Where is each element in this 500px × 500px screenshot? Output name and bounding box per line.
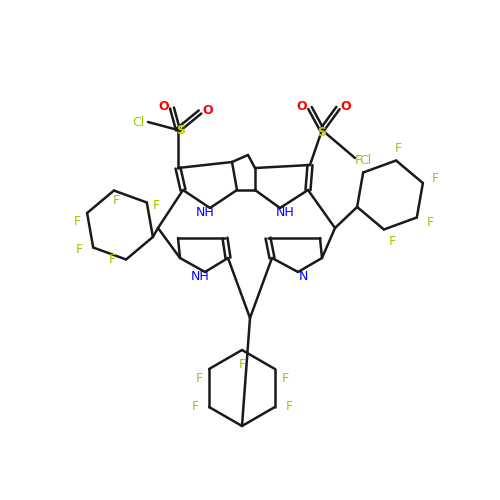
- Text: NH: NH: [196, 206, 214, 220]
- Text: N: N: [298, 270, 308, 283]
- Text: F: F: [108, 253, 116, 266]
- Text: F: F: [76, 243, 83, 256]
- Text: F: F: [394, 142, 402, 155]
- Text: Cl: Cl: [132, 116, 144, 128]
- Text: O: O: [158, 100, 170, 112]
- Text: F: F: [196, 372, 202, 386]
- Text: NH: NH: [276, 206, 294, 220]
- Text: O: O: [296, 100, 308, 112]
- Text: Cl: Cl: [359, 154, 371, 168]
- Text: O: O: [202, 104, 213, 117]
- Text: F: F: [74, 214, 80, 228]
- Text: F: F: [112, 194, 119, 207]
- Text: F: F: [192, 400, 198, 413]
- Text: F: F: [238, 358, 246, 370]
- Text: NH: NH: [190, 270, 210, 283]
- Text: F: F: [388, 235, 396, 248]
- Text: F: F: [432, 172, 438, 184]
- Text: S: S: [318, 126, 326, 140]
- Text: O: O: [340, 100, 351, 112]
- Text: F: F: [282, 372, 288, 386]
- Text: S: S: [176, 124, 186, 136]
- Text: F: F: [286, 400, 292, 413]
- Text: F: F: [354, 154, 362, 167]
- Text: F: F: [427, 216, 434, 229]
- Text: F: F: [153, 199, 160, 212]
